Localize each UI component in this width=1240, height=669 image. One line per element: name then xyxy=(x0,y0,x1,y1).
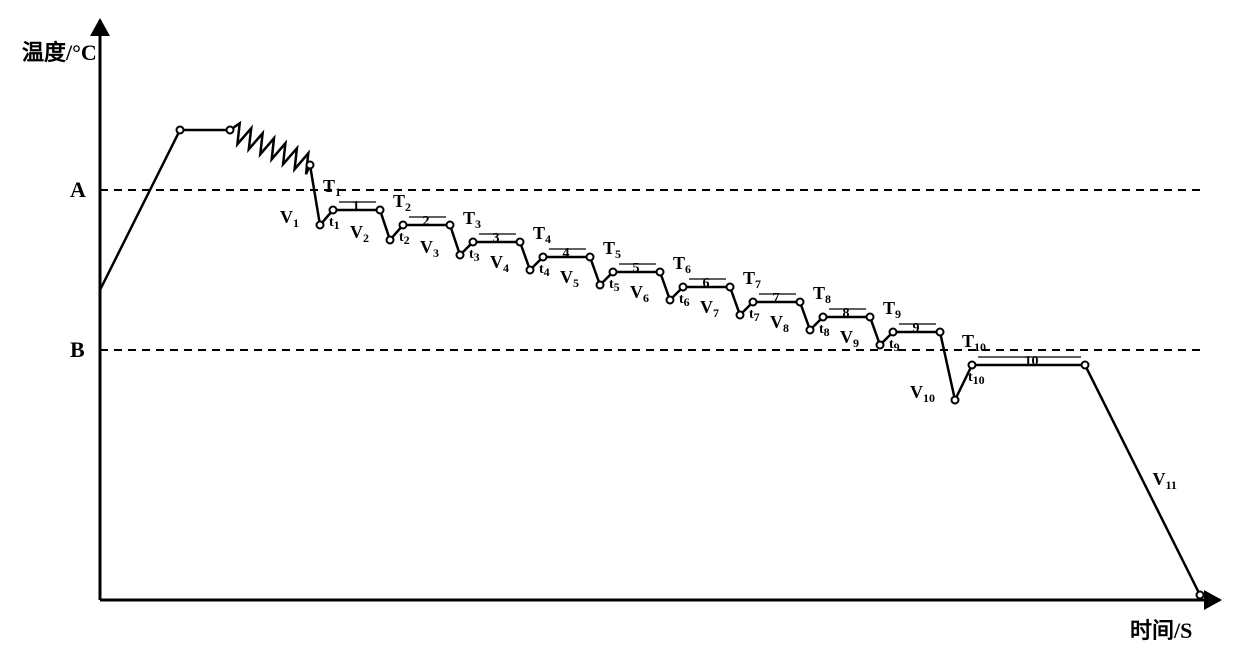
t-label-9: t9 xyxy=(889,337,900,354)
V-label-3: V3 xyxy=(420,237,439,260)
T-label-10: T10 xyxy=(962,331,986,354)
seg-num-1: 1 xyxy=(353,199,360,214)
T-label-2: T2 xyxy=(393,191,411,214)
y-axis-label: 温度/°C xyxy=(22,40,97,65)
T-label-9: T9 xyxy=(883,298,901,321)
seg-num-8: 8 xyxy=(843,306,850,321)
x-axis-label: 时间/S xyxy=(1130,618,1192,643)
seg-num-5: 5 xyxy=(633,261,640,276)
V-label-8: V8 xyxy=(770,312,789,335)
seg-num-6: 6 xyxy=(703,276,710,291)
V-label-11: V11 xyxy=(1153,469,1177,492)
V-label-10: V10 xyxy=(910,382,935,405)
V-label-7: V7 xyxy=(700,297,719,320)
t-label-7: t7 xyxy=(749,307,760,324)
t-label-10: t10 xyxy=(968,370,985,387)
ref-B-label: B xyxy=(70,337,85,362)
T-label-4: T4 xyxy=(533,223,551,246)
t-label-6: t6 xyxy=(679,292,690,309)
seg-num-2: 2 xyxy=(423,214,430,229)
t-label-5: t5 xyxy=(609,277,620,294)
t-label-3: t3 xyxy=(469,247,480,264)
t-label-1: t1 xyxy=(329,215,340,232)
T-label-8: T8 xyxy=(813,283,831,306)
V-label-6: V6 xyxy=(630,282,649,305)
V-label-1: V1 xyxy=(280,207,299,230)
T-label-6: T6 xyxy=(673,253,691,276)
temperature-time-chart: 温度/°C 时间/S A B T1 1 V1 t1 T2 2 V2 t2 T3 3 V3 t3 T4 4 V4 t4 T… xyxy=(0,0,1240,669)
t-label-8: t8 xyxy=(819,322,830,339)
seg-num-9: 9 xyxy=(913,321,920,336)
V-label-2: V2 xyxy=(350,222,369,245)
ref-A-label: A xyxy=(70,177,86,202)
t-label-2: t2 xyxy=(399,230,410,247)
V-label-5: V5 xyxy=(560,267,579,290)
seg-num-3: 3 xyxy=(493,231,500,246)
V-label-9: V9 xyxy=(840,327,859,350)
T-label-3: T3 xyxy=(463,208,481,231)
T-label-5: T5 xyxy=(603,238,621,261)
t-label-4: t4 xyxy=(539,262,550,279)
seg-num-4: 4 xyxy=(563,246,570,261)
V-label-4: V4 xyxy=(490,252,509,275)
seg-num-7: 7 xyxy=(773,291,780,306)
chart-svg: 温度/°C 时间/S A B T1 1 V1 t1 T2 2 V2 t2 T3 3 V3 t3 T4 4 V4 t4 T… xyxy=(0,0,1240,669)
seg-num-10: 10 xyxy=(1025,354,1039,369)
T-label-7: T7 xyxy=(743,268,761,291)
T-label-1: T1 xyxy=(323,176,341,199)
